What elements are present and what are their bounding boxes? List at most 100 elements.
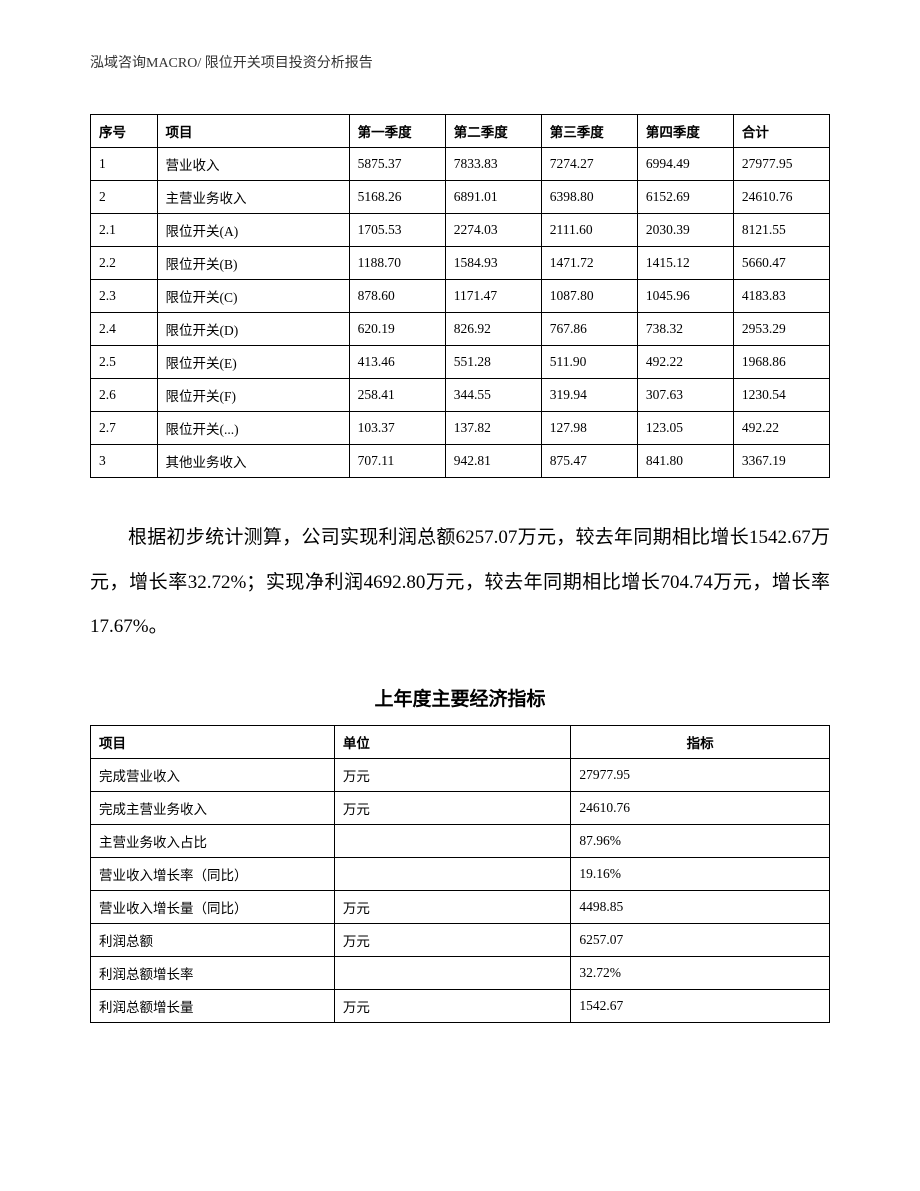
cell-seq: 2.7 [91, 412, 158, 445]
cell-value: 19.16% [571, 857, 830, 890]
cell-q1: 878.60 [349, 280, 445, 313]
cell-item: 完成主营业务收入 [91, 791, 335, 824]
table-row: 营业收入增长量（同比）万元4498.85 [91, 890, 830, 923]
cell-total: 492.22 [733, 412, 829, 445]
col-total: 合计 [733, 115, 829, 148]
cell-item: 营业收入增长率（同比） [91, 857, 335, 890]
cell-value: 24610.76 [571, 791, 830, 824]
table2-title: 上年度主要经济指标 [90, 684, 830, 711]
cell-item: 限位开关(F) [157, 379, 349, 412]
cell-seq: 3 [91, 445, 158, 478]
cell-q2: 826.92 [445, 313, 541, 346]
cell-q4: 1415.12 [637, 247, 733, 280]
cell-item: 营业收入 [157, 148, 349, 181]
col-seq: 序号 [91, 115, 158, 148]
summary-paragraph: 根据初步统计测算，公司实现利润总额6257.07万元，较去年同期相比增长1542… [90, 516, 830, 650]
cell-item: 主营业务收入 [157, 181, 349, 214]
col-q3: 第三季度 [541, 115, 637, 148]
cell-value: 87.96% [571, 824, 830, 857]
cell-seq: 2 [91, 181, 158, 214]
page-header: 泓域咨询MACRO/ 限位开关项目投资分析报告 [90, 52, 830, 72]
cell-q2: 2274.03 [445, 214, 541, 247]
cell-value: 27977.95 [571, 758, 830, 791]
cell-q3: 511.90 [541, 346, 637, 379]
cell-item: 完成营业收入 [91, 758, 335, 791]
cell-total: 2953.29 [733, 313, 829, 346]
cell-seq: 1 [91, 148, 158, 181]
cell-q1: 1705.53 [349, 214, 445, 247]
col-item: 项目 [157, 115, 349, 148]
cell-total: 1968.86 [733, 346, 829, 379]
cell-unit: 万元 [334, 890, 570, 923]
table-row: 2.6限位开关(F)258.41344.55319.94307.631230.5… [91, 379, 830, 412]
cell-q3: 2111.60 [541, 214, 637, 247]
cell-q4: 123.05 [637, 412, 733, 445]
cell-q4: 6994.49 [637, 148, 733, 181]
cell-total: 1230.54 [733, 379, 829, 412]
cell-q1: 103.37 [349, 412, 445, 445]
cell-q2: 7833.83 [445, 148, 541, 181]
cell-total: 8121.55 [733, 214, 829, 247]
cell-q3: 127.98 [541, 412, 637, 445]
table-row: 2主营业务收入5168.266891.016398.806152.6924610… [91, 181, 830, 214]
cell-item: 限位开关(D) [157, 313, 349, 346]
cell-item: 限位开关(A) [157, 214, 349, 247]
cell-value: 6257.07 [571, 923, 830, 956]
cell-q2: 1584.93 [445, 247, 541, 280]
cell-item: 限位开关(...) [157, 412, 349, 445]
cell-q4: 6152.69 [637, 181, 733, 214]
cell-q4: 2030.39 [637, 214, 733, 247]
table-header-row: 序号 项目 第一季度 第二季度 第三季度 第四季度 合计 [91, 115, 830, 148]
cell-item: 其他业务收入 [157, 445, 349, 478]
cell-total: 27977.95 [733, 148, 829, 181]
cell-unit: 万元 [334, 758, 570, 791]
table-row: 完成营业收入万元27977.95 [91, 758, 830, 791]
cell-total: 4183.83 [733, 280, 829, 313]
cell-q1: 707.11 [349, 445, 445, 478]
quarterly-table: 序号 项目 第一季度 第二季度 第三季度 第四季度 合计 1营业收入5875.3… [90, 114, 830, 478]
cell-unit: 万元 [334, 989, 570, 1022]
cell-unit [334, 857, 570, 890]
cell-seq: 2.4 [91, 313, 158, 346]
cell-q3: 1471.72 [541, 247, 637, 280]
col-unit: 单位 [334, 725, 570, 758]
cell-q1: 620.19 [349, 313, 445, 346]
cell-unit: 万元 [334, 791, 570, 824]
cell-item: 主营业务收入占比 [91, 824, 335, 857]
cell-q3: 1087.80 [541, 280, 637, 313]
cell-seq: 2.2 [91, 247, 158, 280]
cell-item: 限位开关(B) [157, 247, 349, 280]
table-row: 2.7限位开关(...)103.37137.82127.98123.05492.… [91, 412, 830, 445]
table-header-row: 项目 单位 指标 [91, 725, 830, 758]
cell-value: 32.72% [571, 956, 830, 989]
cell-seq: 2.5 [91, 346, 158, 379]
paragraph-text: 根据初步统计测算，公司实现利润总额6257.07万元，较去年同期相比增长1542… [90, 516, 830, 650]
cell-q2: 942.81 [445, 445, 541, 478]
cell-q4: 492.22 [637, 346, 733, 379]
col-q2: 第二季度 [445, 115, 541, 148]
cell-seq: 2.6 [91, 379, 158, 412]
table-row: 2.1限位开关(A)1705.532274.032111.602030.3981… [91, 214, 830, 247]
cell-q1: 413.46 [349, 346, 445, 379]
cell-q2: 6891.01 [445, 181, 541, 214]
cell-item: 利润总额增长率 [91, 956, 335, 989]
table-row: 2.3限位开关(C)878.601171.471087.801045.96418… [91, 280, 830, 313]
cell-q2: 344.55 [445, 379, 541, 412]
cell-q2: 1171.47 [445, 280, 541, 313]
cell-q4: 738.32 [637, 313, 733, 346]
table-row: 利润总额增长率 32.72% [91, 956, 830, 989]
table-row: 利润总额增长量万元1542.67 [91, 989, 830, 1022]
cell-q4: 841.80 [637, 445, 733, 478]
cell-q3: 875.47 [541, 445, 637, 478]
cell-item: 利润总额增长量 [91, 989, 335, 1022]
cell-q1: 258.41 [349, 379, 445, 412]
cell-total: 3367.19 [733, 445, 829, 478]
cell-q1: 5875.37 [349, 148, 445, 181]
cell-item: 利润总额 [91, 923, 335, 956]
cell-q1: 1188.70 [349, 247, 445, 280]
indicators-table: 项目 单位 指标 完成营业收入万元27977.95完成主营业务收入万元24610… [90, 725, 830, 1023]
cell-value: 4498.85 [571, 890, 830, 923]
cell-unit: 万元 [334, 923, 570, 956]
cell-q2: 551.28 [445, 346, 541, 379]
cell-unit [334, 824, 570, 857]
